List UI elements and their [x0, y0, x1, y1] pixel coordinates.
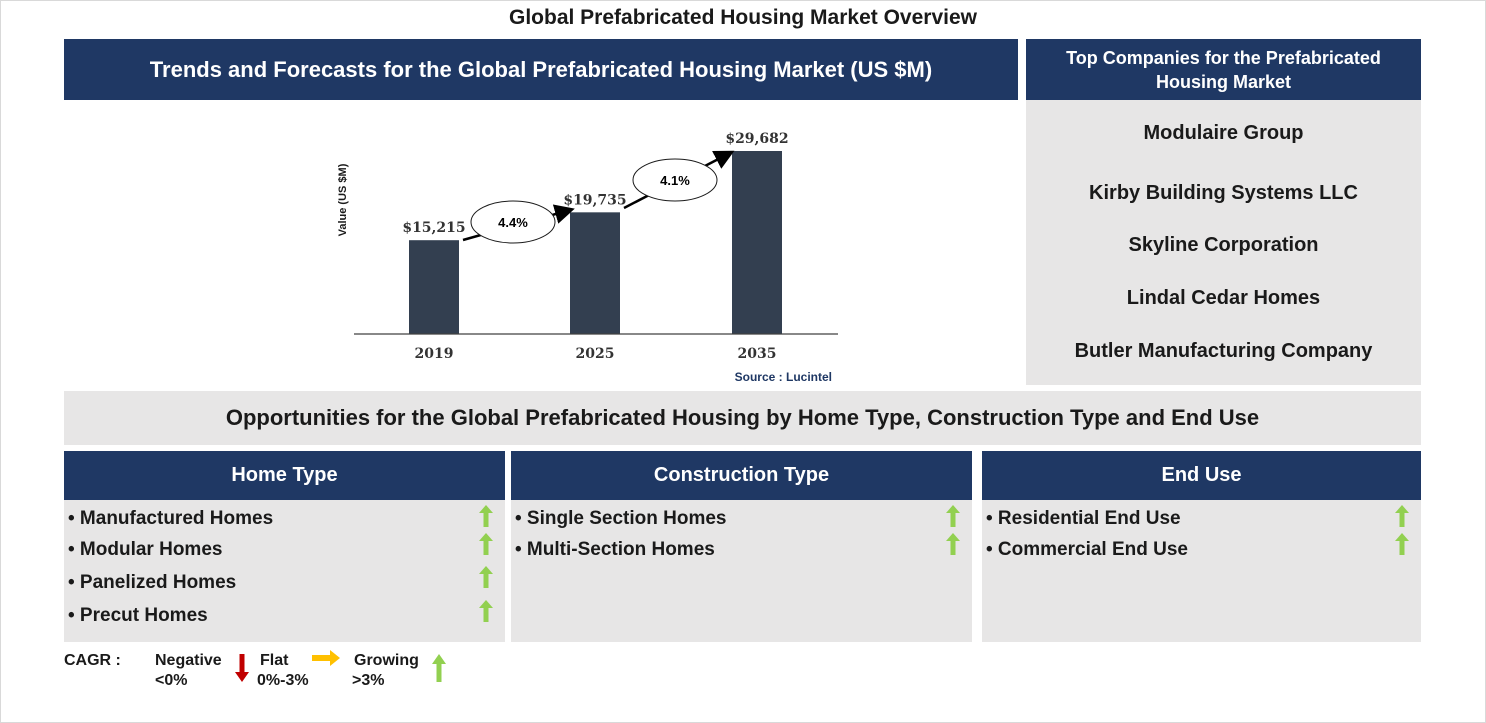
growing-arrow-icon [432, 654, 446, 682]
companies-header: Top Companies for the Prefabricated Hous… [1026, 39, 1421, 100]
x-tick-label: 2035 [738, 346, 777, 362]
growing-arrow-icon [1395, 533, 1409, 555]
growing-arrow-icon [479, 566, 493, 588]
legend-flat-range: 0%-3% [257, 672, 309, 689]
segment-item: • Panelized Homes [68, 572, 237, 593]
legend-growing-range: >3% [352, 672, 385, 689]
data-label: $15,215 [402, 220, 465, 236]
growing-arrow-icon [1395, 505, 1409, 527]
growing-arrow-icon [479, 505, 493, 527]
segment-header-home-type: Home Type [64, 451, 505, 500]
company-item: Kirby Building Systems LLC [1089, 182, 1358, 204]
segment-panel-construction-type: • Single Section Homes • Multi-Section H… [511, 500, 972, 642]
growing-arrow-icon [479, 533, 493, 555]
legend-growing-label: Growing [354, 652, 419, 669]
source-label: Source : Lucintel [735, 370, 832, 384]
companies-panel: Modulaire Group Kirby Building Systems L… [1026, 100, 1421, 385]
company-item: Lindal Cedar Homes [1126, 287, 1321, 309]
negative-arrow-icon [235, 654, 249, 682]
growing-arrow-icon [946, 533, 960, 555]
cagr-bubble [470, 200, 556, 244]
segment-item: • Precut Homes [68, 605, 208, 626]
y-axis-label: Value (US $M) [337, 163, 349, 236]
opportunities-title: Opportunities for the Global Prefabricat… [64, 391, 1421, 445]
flat-arrow-icon [312, 650, 340, 666]
cagr-bubble [632, 158, 718, 202]
segment-item: • Commercial End Use [986, 539, 1188, 560]
segment-item: • Modular Homes [68, 539, 223, 560]
segment-item: • Single Section Homes [515, 508, 727, 529]
bar-chart: Value (US $M) $15,215 2019 $19,735 2025 $29,… [337, 131, 838, 384]
growing-arrow-icon [946, 505, 960, 527]
cagr-label: 4.1% [660, 173, 690, 188]
company-item: Modulaire Group [1143, 122, 1304, 144]
segment-item: • Multi-Section Homes [515, 539, 715, 560]
segment-panel-end-use: • Residential End Use • Commercial End U… [982, 500, 1421, 642]
legend-negative-label: Negative [155, 652, 222, 669]
legend-negative-range: <0% [155, 672, 188, 689]
segment-item: • Residential End Use [986, 508, 1181, 529]
growing-arrow-icon [479, 600, 493, 622]
segment-header-construction-type: Construction Type [511, 451, 972, 500]
chart-header: Trends and Forecasts for the Global Pref… [64, 39, 1018, 100]
data-label: $19,735 [563, 192, 626, 208]
segment-header-end-use: End Use [982, 451, 1421, 500]
company-item: Butler Manufacturing Company [1074, 340, 1373, 362]
page-title: Global Prefabricated Housing Market Over… [509, 6, 977, 29]
segment-panel-home-type: • Manufactured Homes • Modular Homes • P… [64, 500, 505, 642]
segment-item: • Manufactured Homes [68, 508, 274, 529]
bar-2035 [732, 151, 782, 334]
legend-cagr-label: CAGR : [64, 652, 121, 669]
bar-2019 [409, 240, 459, 334]
x-tick-label: 2019 [415, 346, 454, 362]
bar-2025 [570, 212, 620, 334]
legend-flat-label: Flat [260, 652, 289, 669]
data-label: $29,682 [725, 131, 788, 147]
x-tick-label: 2025 [576, 346, 615, 362]
cagr-label: 4.4% [498, 215, 528, 230]
company-item: Skyline Corporation [1128, 234, 1319, 256]
